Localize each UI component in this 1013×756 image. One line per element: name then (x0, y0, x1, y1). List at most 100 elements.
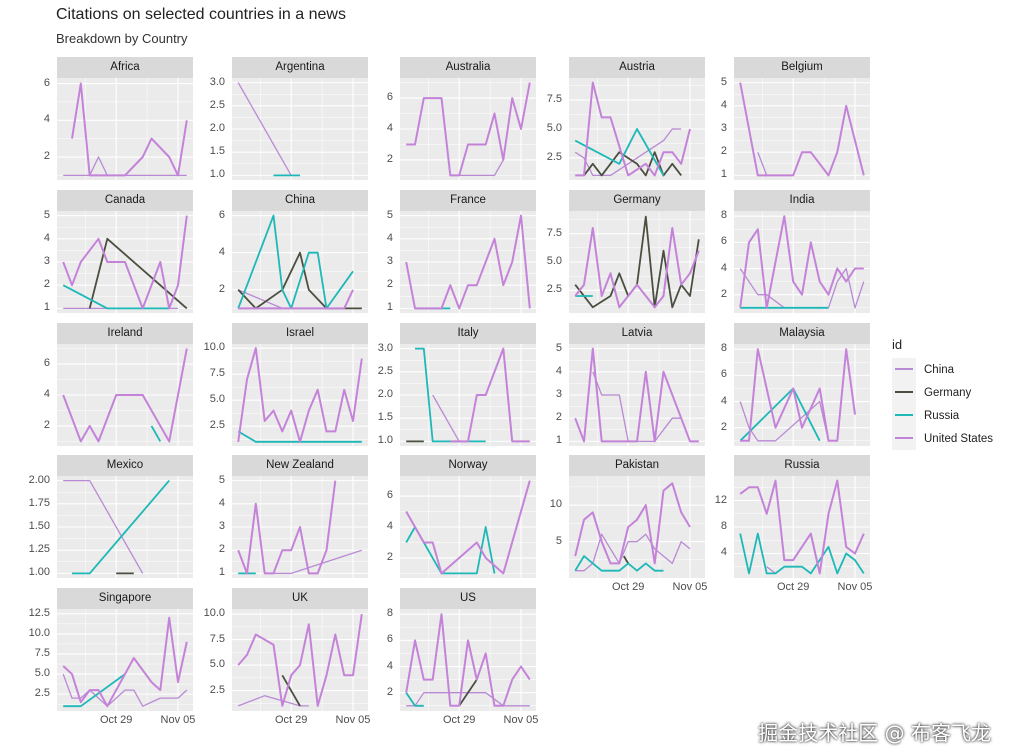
y-tick-label: 4 (43, 113, 50, 126)
series-line-china (574, 128, 682, 177)
facet-strip-label: India (734, 190, 870, 211)
series-line-russia (405, 692, 424, 707)
y-tick-label: 3 (218, 520, 225, 532)
y-tick-label: 2 (720, 287, 727, 300)
y-tick-label: 6 (386, 489, 393, 502)
series-line-china (406, 692, 530, 707)
y-tick-label: 7.5 (546, 226, 562, 239)
x-tick-label: Nov 05 (335, 714, 371, 726)
facet-strip-label: Mexico (57, 455, 193, 476)
y-tick-label: 5.0 (34, 667, 50, 680)
plot-area (734, 211, 870, 313)
y-tick-label: 6 (386, 633, 393, 646)
facet-strip-label: Austria (569, 57, 705, 78)
series-line-china (757, 151, 768, 176)
series-line-united-states (62, 616, 188, 708)
facet-panel: Canada (57, 190, 193, 313)
y-tick-label: 3.0 (377, 341, 393, 354)
plot-area (57, 211, 193, 313)
series-line-russia (237, 430, 362, 443)
facet-panel: Ireland (57, 323, 193, 446)
facet-panel: Pakistan (569, 455, 705, 578)
y-tick-label: 7.5 (546, 93, 562, 106)
y-tick-label: 4 (720, 261, 727, 274)
y-tick-label: 1 (555, 434, 562, 447)
y-tick-label: 2.5 (377, 364, 393, 377)
y-tick-label: 2.5 (34, 687, 50, 700)
series-line-china (739, 400, 830, 442)
y-tick-label: 4 (720, 546, 727, 559)
facet-strip-label: China (232, 190, 368, 211)
series-line-china (739, 268, 785, 309)
legend-item: United States (892, 427, 993, 450)
series-line-russia (72, 480, 170, 575)
y-tick-label: 8 (720, 520, 727, 532)
y-tick-label: 3 (43, 255, 50, 267)
plot-area (57, 344, 193, 446)
facet-panel: Argentina (232, 57, 368, 180)
legend-label: Germany (924, 386, 972, 399)
y-tick-label: 6 (720, 368, 727, 381)
series-line-china (575, 533, 691, 572)
plot-area (400, 344, 536, 446)
y-tick-label: 2 (218, 543, 225, 556)
y-tick-label: 2 (386, 685, 393, 698)
chart-title: Citations on selected countries in a new… (56, 6, 346, 23)
plot-area (232, 78, 368, 180)
y-tick-label: 4 (386, 231, 393, 244)
series-line-united-states (739, 479, 865, 575)
series-line-russia (150, 425, 162, 442)
series-line-russia (574, 128, 665, 176)
series-line-china (450, 159, 504, 177)
y-tick-label: 2 (720, 420, 727, 433)
series-line-china (63, 479, 144, 574)
facet-strip-label: Latvia (569, 323, 705, 344)
y-tick-label: 2 (386, 550, 393, 563)
series-line-united-states (739, 82, 865, 177)
y-tick-label: 5 (555, 341, 562, 354)
series-line-russia (405, 526, 496, 575)
facet-panel: Belgium (734, 57, 870, 180)
y-tick-label: 6 (218, 208, 225, 221)
series-line-germany (281, 674, 301, 707)
y-tick-label: 1.75 (28, 496, 50, 509)
y-tick-label: 2.0 (377, 388, 393, 400)
series-line-germany (88, 237, 188, 310)
y-tick-label: 1 (386, 301, 393, 314)
y-tick-label: 1.50 (28, 520, 50, 532)
legend-key-swatch (892, 427, 916, 450)
facet-panel: Singapore (57, 588, 193, 711)
facet-panel: Malaysia (734, 323, 870, 446)
y-tick-label: 8 (720, 209, 727, 222)
facet-panel: Australia (400, 57, 536, 180)
y-tick-label: 2 (43, 278, 50, 291)
series-line-united-states (237, 480, 337, 575)
y-tick-label: 2.00 (28, 473, 50, 486)
plot-area (232, 476, 368, 578)
series-line-russia (237, 214, 354, 310)
y-tick-label: 1 (43, 301, 50, 314)
series-line-united-states (575, 81, 691, 177)
y-tick-label: 12.5 (28, 606, 50, 619)
series-line-united-states (237, 613, 363, 707)
series-line-russia (63, 673, 126, 708)
series-line-china (766, 566, 776, 574)
y-tick-label: 2.5 (209, 419, 225, 432)
y-tick-label: 2.5 (546, 283, 562, 296)
plot-area (400, 211, 536, 313)
facet-panel: Austria (569, 57, 705, 180)
watermark: 掘金技术社区 @ 布客飞龙 (758, 721, 991, 745)
legend-label: China (924, 363, 955, 376)
plot-area (734, 78, 870, 180)
legend-key-swatch (892, 404, 916, 427)
facet-panel: Israel (232, 323, 368, 446)
series-line-united-states (405, 214, 531, 310)
legend-item: China (892, 358, 993, 381)
series-line-united-states (574, 227, 700, 309)
legend-item: Germany (892, 381, 993, 404)
facet-panel: UK (232, 588, 368, 711)
plot-area (57, 78, 193, 180)
y-tick-label: 7.5 (34, 646, 50, 659)
y-tick-label: 7.5 (209, 367, 225, 380)
y-tick-label: 4 (218, 245, 225, 258)
